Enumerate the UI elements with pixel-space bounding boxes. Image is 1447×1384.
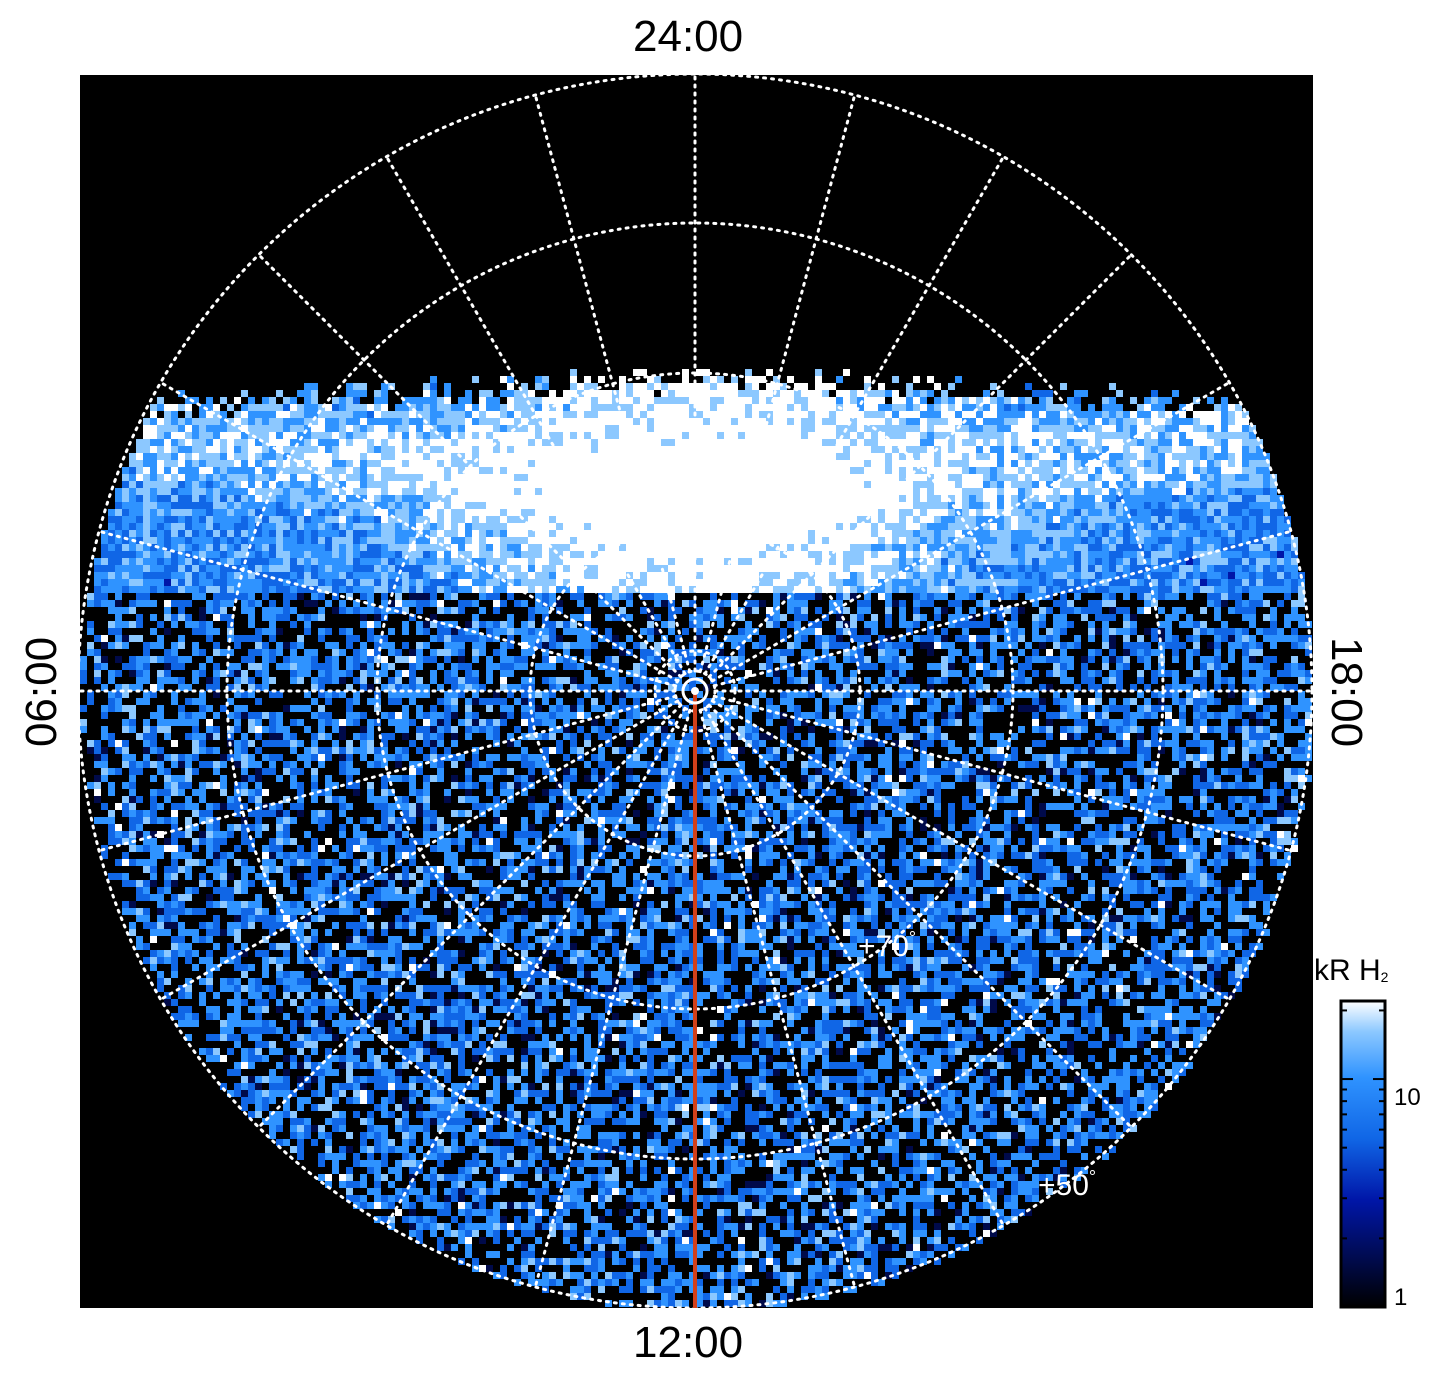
local-time-label-dusk: 18:00 xyxy=(1322,636,1371,748)
local-time-label-dawn: 06:00 xyxy=(17,636,66,748)
degree-symbol: ° xyxy=(908,928,917,948)
local-time-label-noon: 12:00 xyxy=(633,1318,744,1367)
latitude-value: +70 xyxy=(858,930,909,963)
colorbar-unit-subscript: 2 xyxy=(1380,969,1389,985)
local-time-label-midnight: 24:00 xyxy=(633,12,744,61)
colorbar-tick-1: 1 xyxy=(1394,1284,1408,1311)
latitude-value: +50 xyxy=(1038,1169,1089,1202)
colorbar-gradient xyxy=(1339,999,1387,1309)
latitude-label-70: +70° xyxy=(858,928,916,964)
auroral-emission-map xyxy=(80,369,1312,1307)
colorbar xyxy=(1339,999,1387,1309)
degree-symbol: ° xyxy=(1088,1167,1097,1187)
colorbar-unit: kR H xyxy=(1314,954,1381,987)
colorbar-unit-label: kR H2 xyxy=(1314,954,1388,988)
colorbar-tick-10: 10 xyxy=(1394,1084,1421,1111)
circle-dot-icon xyxy=(681,677,709,705)
latitude-label-50: +50° xyxy=(1038,1167,1096,1203)
